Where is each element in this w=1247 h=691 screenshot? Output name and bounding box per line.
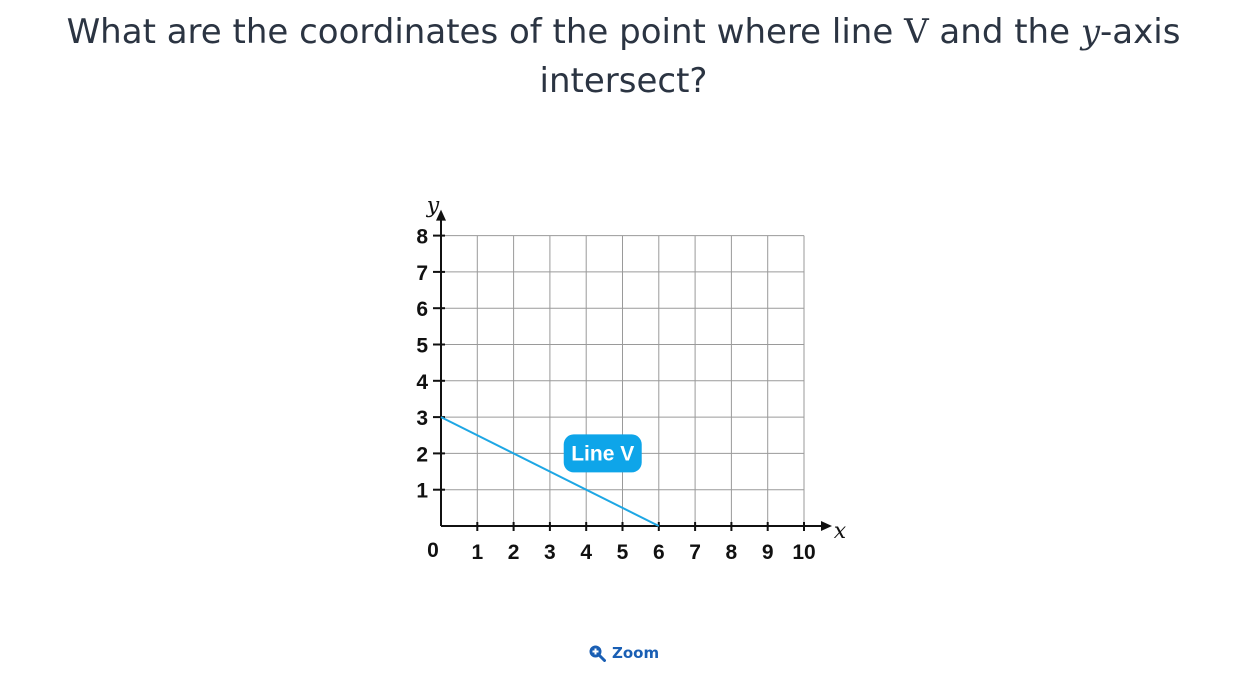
line-v-label: Line V xyxy=(571,442,634,465)
y-tick-label: 1 xyxy=(416,480,428,503)
question-prefix: What are the coordinates of the point wh… xyxy=(66,12,905,52)
question-middle: and the xyxy=(928,12,1081,52)
grid xyxy=(441,235,805,526)
y-tick-label: 3 xyxy=(416,407,428,430)
y-tick-label: 5 xyxy=(416,335,428,358)
y-axis-label: y xyxy=(426,194,440,219)
tick-labels: 1 2 3 4 5 6 7 8 9 10 1 2 3 4 5 6 7 8 0 x y xyxy=(416,194,846,564)
x-tick-label: 1 xyxy=(471,541,483,564)
y-axis-arrow xyxy=(436,209,446,221)
y-tick-label: 4 xyxy=(416,371,428,394)
zoom-button[interactable]: Zoom xyxy=(588,644,659,662)
question-suffix-line2: intersect? xyxy=(539,61,708,101)
y-tick-label: 6 xyxy=(416,298,428,321)
coordinate-graph: 1 2 3 4 5 6 7 8 9 10 1 2 3 4 5 6 7 8 0 x y Line V xyxy=(416,194,846,564)
line-v-label-bg xyxy=(563,434,642,473)
y-tick-label: 8 xyxy=(416,226,428,249)
x-tick-label: 9 xyxy=(762,541,774,564)
x-tick-label: 2 xyxy=(508,541,520,564)
y-tick-label: 7 xyxy=(416,262,428,285)
x-tick-label: 4 xyxy=(580,541,592,564)
series: Line V xyxy=(440,416,660,527)
x-tick-label: 10 xyxy=(792,541,815,564)
question-suffix-line1: -axis xyxy=(1100,12,1181,52)
question-text: What are the coordinates of the point wh… xyxy=(40,8,1207,106)
x-tick-label: 5 xyxy=(617,541,629,564)
question-line-name: V xyxy=(904,12,929,52)
origin-label: 0 xyxy=(427,539,439,562)
x-axis-arrow xyxy=(821,521,832,531)
x-axis-label: x xyxy=(834,519,847,544)
axes xyxy=(433,209,832,531)
question-axis-var: y xyxy=(1080,12,1101,52)
x-tick-label: 3 xyxy=(544,541,556,564)
x-tick-label: 8 xyxy=(726,541,738,564)
line-v xyxy=(440,416,660,527)
x-tick-label: 6 xyxy=(653,541,665,564)
y-tick-label: 2 xyxy=(416,443,428,466)
zoom-label: Zoom xyxy=(612,644,660,662)
zoom-in-icon xyxy=(589,645,606,662)
x-tick-label: 7 xyxy=(689,541,701,564)
